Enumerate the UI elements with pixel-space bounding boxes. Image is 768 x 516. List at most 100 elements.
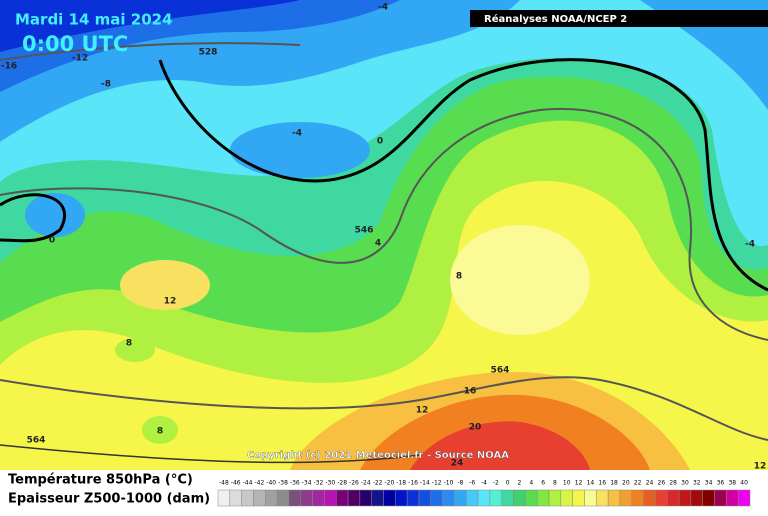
contour-label: 8 xyxy=(157,427,163,437)
scale-swatch xyxy=(324,489,337,507)
scale-swatch xyxy=(690,489,703,507)
scale-swatch xyxy=(607,489,621,507)
contour-label: 0 xyxy=(49,236,55,246)
scale-label: 2 xyxy=(518,480,522,487)
scale-label: 40 xyxy=(740,480,748,487)
scale-label: -26 xyxy=(349,480,359,487)
contour-label: 16 xyxy=(464,387,477,397)
time: 0:00 UTC xyxy=(22,32,128,56)
scale-label: -38 xyxy=(278,480,288,487)
scale-label: 12 xyxy=(575,480,583,487)
scale-swatch xyxy=(501,489,514,507)
contour-label: 4 xyxy=(375,239,381,249)
scale-swatch xyxy=(702,489,715,507)
scale-label: 22 xyxy=(634,480,642,487)
contour-label: 564 xyxy=(27,436,46,446)
source: Réanalyses NOAA/NCEP 2 xyxy=(484,13,627,25)
scale-label: 20 xyxy=(622,480,630,487)
scale-swatch xyxy=(737,489,751,507)
scale-label: 26 xyxy=(658,480,666,487)
scale-label: -46 xyxy=(231,480,241,487)
scale-label: -10 xyxy=(444,480,454,487)
scale-label: 8 xyxy=(553,480,557,487)
scale-label: 6 xyxy=(541,480,545,487)
contour-label: 564 xyxy=(491,366,510,376)
contour-label: 20 xyxy=(469,423,482,433)
scale-label: 10 xyxy=(563,480,571,487)
contour-label: 8 xyxy=(126,339,132,349)
source-bar xyxy=(470,10,768,27)
contour-label: -4 xyxy=(292,129,302,139)
scale-swatch xyxy=(371,489,384,507)
legend-temperature: Température 850hPa (°C) xyxy=(8,473,193,488)
scale-swatch xyxy=(300,489,313,507)
scale-swatch xyxy=(655,489,668,507)
scale-label: 16 xyxy=(598,480,606,487)
scale-label: -32 xyxy=(314,480,324,487)
scale-label: 32 xyxy=(693,480,701,487)
contour-label: 0 xyxy=(377,137,383,147)
color-scale: -48 -46 -44 -42 -40 -38 -36 -34 -32 -30 -28 -26 -24-… xyxy=(217,480,751,507)
scale-label: -20 xyxy=(385,480,395,487)
scale-swatch xyxy=(430,489,443,507)
scale-swatch xyxy=(241,489,254,507)
scale-label: -2 xyxy=(493,480,499,487)
scale-swatch xyxy=(312,489,325,507)
scale-swatch xyxy=(265,489,278,507)
scale-swatch xyxy=(276,489,290,507)
contour-label: 24 xyxy=(451,459,464,469)
scale-swatch xyxy=(619,489,633,507)
contour-labels: -4 528 -12 -16 -8 -4 0 0 546 4 8 12 8 8 … xyxy=(1,3,766,472)
scale-swatch xyxy=(726,489,739,507)
contour-label: -16 xyxy=(1,62,17,72)
scale-swatch xyxy=(489,489,502,507)
scale-swatch xyxy=(560,489,573,507)
scale-swatch xyxy=(442,489,455,507)
contours xyxy=(0,42,768,464)
scale-label: -6 xyxy=(469,480,475,487)
legend-thickness: Epaisseur Z500-1000 (dam) xyxy=(8,492,210,507)
contour-label: 528 xyxy=(199,48,218,58)
scale-label: 18 xyxy=(610,480,618,487)
scale-swatch xyxy=(477,489,491,507)
scale-label: -22 xyxy=(373,480,383,487)
scale-label: -34 xyxy=(302,480,312,487)
scale-swatch xyxy=(666,489,680,507)
scale-swatch xyxy=(359,489,372,507)
scale-label: -12 xyxy=(432,480,442,487)
scale-swatch xyxy=(536,489,550,507)
scale-swatch xyxy=(714,489,727,507)
scale-label: -40 xyxy=(266,480,276,487)
scale-label: 30 xyxy=(681,480,689,487)
scale-label: -28 xyxy=(337,480,347,487)
contour-label: -4 xyxy=(745,240,755,250)
scale-label: -44 xyxy=(243,480,253,487)
contour-label: 12 xyxy=(754,462,767,472)
scale-label: -24 xyxy=(361,480,371,487)
scale-swatch xyxy=(217,489,231,507)
scale-label: 28 xyxy=(669,480,677,487)
scale-swatch xyxy=(395,489,408,507)
scale-swatch xyxy=(548,489,562,507)
scale-swatch xyxy=(418,489,432,507)
scale-swatch xyxy=(513,489,526,507)
scale-swatch xyxy=(643,489,656,507)
scale-label: -30 xyxy=(325,480,335,487)
scale-swatch xyxy=(466,489,479,507)
contour-label: -8 xyxy=(101,80,111,90)
scale-label: 24 xyxy=(646,480,654,487)
scale-label: -16 xyxy=(408,480,418,487)
scale-swatch xyxy=(383,489,396,507)
scale-swatch xyxy=(572,489,585,507)
scale-swatch xyxy=(406,489,420,507)
scale-swatch xyxy=(335,489,349,507)
scale-label: -14 xyxy=(420,480,430,487)
scale-swatch xyxy=(584,489,597,507)
scale-label: -48 xyxy=(219,480,229,487)
contour-label: 12 xyxy=(164,297,177,307)
date: Mardi 14 mai 2024 xyxy=(15,11,173,29)
scale-label: -42 xyxy=(254,480,264,487)
scale-swatch xyxy=(288,489,302,507)
scale-swatch xyxy=(678,489,692,507)
scale-label: -4 xyxy=(481,480,487,487)
